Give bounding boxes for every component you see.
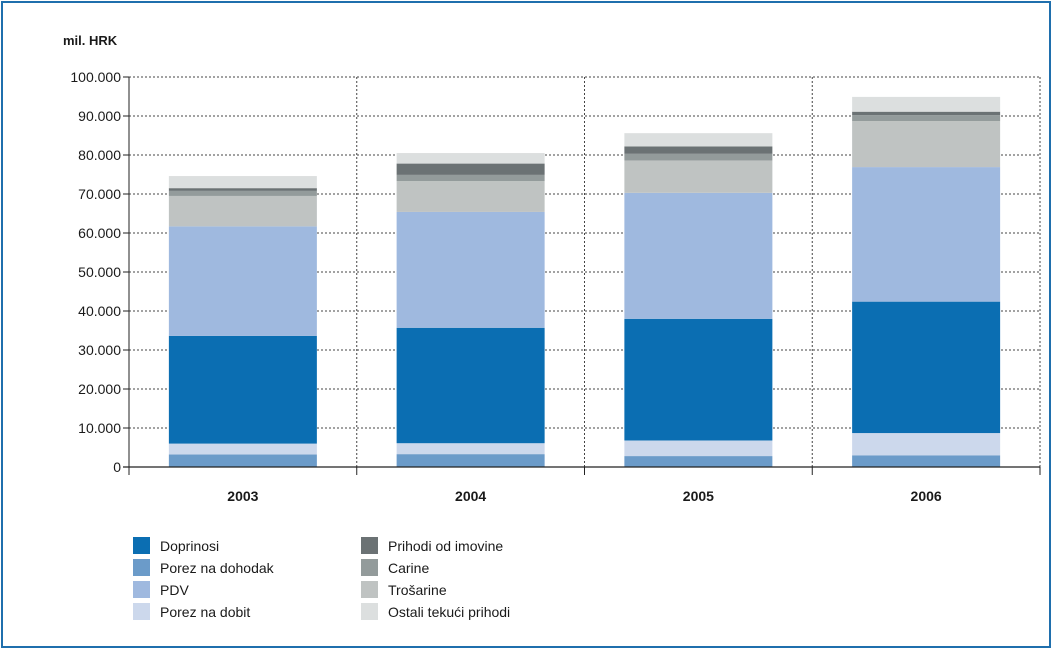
bar-segment: [396, 174, 545, 182]
bars: [168, 96, 1001, 467]
y-axis-unit-label: mil. HRK: [63, 33, 118, 48]
x-tick-label: 2006: [911, 488, 942, 504]
bar-segment: [624, 153, 773, 161]
legend-label: Prihodi od imovine: [388, 538, 503, 554]
x-tick-label: 2005: [683, 488, 714, 504]
bar-segment: [168, 443, 317, 455]
bar-segment: [852, 433, 1001, 456]
legend-swatch: [133, 537, 150, 554]
x-tick-label: 2004: [455, 488, 486, 504]
bar-segment: [396, 163, 545, 175]
bar-segment: [168, 226, 317, 336]
legend-label: Trošarine: [388, 582, 447, 598]
legend-label: Porez na dohodak: [160, 560, 275, 576]
y-tick-label: 100.000: [70, 69, 121, 85]
bar-segment: [852, 111, 1001, 116]
bar-segment: [168, 454, 317, 467]
bar-segment: [168, 190, 317, 196]
legend-label: Carine: [388, 560, 429, 576]
y-tick-label: 40.000: [78, 303, 121, 319]
y-tick-label: 30.000: [78, 342, 121, 358]
legend-swatch: [133, 559, 150, 576]
bar-segment: [624, 318, 773, 441]
bar-segment: [396, 454, 545, 467]
bar-segment: [852, 96, 1001, 112]
bar-segment: [396, 153, 545, 164]
grid-lines: [129, 76, 1041, 467]
legend-swatch: [361, 537, 378, 554]
bar-segment: [624, 440, 773, 457]
bar-segment: [168, 188, 317, 191]
bar-segment: [168, 195, 317, 227]
legend-swatch: [133, 581, 150, 598]
legend-label: PDV: [160, 582, 189, 598]
legend-swatch: [361, 559, 378, 576]
legend-swatch: [361, 603, 378, 620]
y-tick-label: 70.000: [78, 186, 121, 202]
legend-swatch: [361, 581, 378, 598]
bar-segment: [168, 335, 317, 444]
bar-segment: [624, 146, 773, 154]
bar-segment: [852, 455, 1001, 467]
y-tick-label: 90.000: [78, 108, 121, 124]
legend: Doprinosi Porez na dohodak PDV Porez na dob…: [133, 537, 510, 620]
x-tick-label: 2003: [227, 488, 258, 504]
y-tick-label: 60.000: [78, 225, 121, 241]
bar-segment: [396, 443, 545, 455]
bar-segment: [624, 456, 773, 467]
bar-segment: [396, 181, 545, 212]
bar-segment: [396, 327, 545, 444]
x-axis-ticks: 2003 2004 2005 2006: [227, 488, 942, 504]
bar-segment: [624, 133, 773, 147]
bar-segment: [168, 176, 317, 189]
legend-label: Ostali tekući prihodi: [388, 604, 510, 620]
bar-segment: [396, 211, 545, 328]
stacked-bar-chart: mil. HRK 0 10.000 20.000 30.000 40.000 50.000…: [63, 33, 1041, 620]
y-tick-label: 0: [113, 459, 121, 475]
legend-label: Porez na dobit: [160, 604, 250, 620]
legend-label: Doprinosi: [160, 538, 219, 554]
bar-segment: [624, 160, 773, 193]
bar-segment: [852, 121, 1001, 168]
y-axis-ticks: 0 10.000 20.000 30.000 40.000 50.000 60.000 70.…: [70, 69, 129, 475]
bar-segment: [624, 192, 773, 319]
bar-segment: [852, 115, 1001, 122]
legend-swatch: [133, 603, 150, 620]
bar-segment: [852, 167, 1001, 302]
y-tick-label: 80.000: [78, 147, 121, 163]
y-tick-label: 20.000: [78, 381, 121, 397]
axes: [123, 77, 1041, 475]
y-tick-label: 50.000: [78, 264, 121, 280]
bar-segment: [852, 301, 1001, 434]
y-tick-label: 10.000: [78, 420, 121, 436]
